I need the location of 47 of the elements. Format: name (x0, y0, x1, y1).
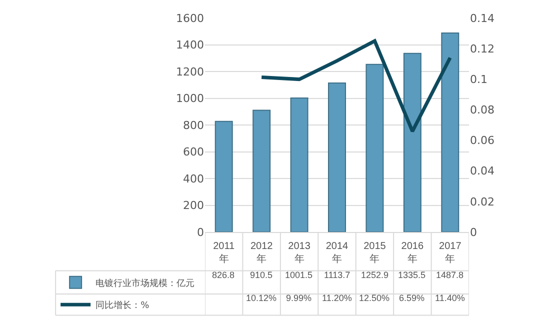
x-tick-label: 2011年 (213, 241, 236, 265)
y-tick-label: 1400 (176, 38, 204, 52)
data-label: 910.5 (250, 270, 273, 280)
bar (328, 82, 346, 232)
data-label: 9.99% (286, 293, 312, 303)
y2-tick-label: 0.06 (470, 134, 494, 148)
bar (290, 98, 308, 232)
y-tick-label: 800 (183, 118, 204, 132)
y2-tick-label: 0.1 (470, 72, 488, 86)
x-tick-label: 2013年 (288, 241, 311, 265)
y-tick-label: 200 (183, 199, 204, 212)
y-tick-label: 400 (183, 172, 204, 186)
bar (441, 32, 460, 232)
x-tick-label: 2012年 (250, 241, 274, 265)
data-label: 1335.5 (398, 270, 426, 280)
y-tick-label: 1200 (176, 65, 204, 78)
y-tick-label: 1600 (176, 12, 204, 25)
data-label: 12.50% (359, 293, 390, 303)
y2-tick-label: 0 (470, 226, 477, 239)
data-label: 1487.8 (436, 270, 464, 280)
data-label: 1001.5 (285, 270, 313, 280)
bar (252, 110, 271, 232)
bar (214, 120, 233, 232)
y-tick-label: 600 (183, 146, 204, 159)
y2-tick-label: 0.02 (470, 195, 494, 208)
data-label: 11.20% (322, 293, 352, 303)
bar (403, 52, 422, 232)
data-label: 1113.7 (324, 270, 350, 280)
y-tick-label: 1000 (176, 92, 204, 106)
data-label: 6.59% (399, 293, 425, 303)
data-label: 826.8 (212, 270, 235, 280)
y2-tick-label: 0.14 (470, 12, 494, 25)
legend-label: 同比增长：% (96, 300, 150, 312)
y-tick-label: 0 (197, 226, 204, 239)
y2-tick-label: 0.12 (470, 42, 494, 56)
data-label: 10.12% (246, 293, 277, 303)
x-tick-label: 2016年 (401, 241, 424, 265)
bar (366, 64, 384, 232)
y2-tick-label: 0.04 (470, 164, 494, 178)
x-tick-label: 2014年 (326, 241, 349, 265)
x-tick-label: 2017年 (439, 241, 462, 265)
data-label: 1252.9 (361, 270, 389, 280)
data-label: 11.40% (435, 293, 465, 303)
legend-label: 电镀行业市场规模：亿元 (96, 278, 195, 289)
x-tick-label: 2015年 (364, 241, 386, 265)
line-series (260, 39, 452, 134)
y2-tick-label: 0.08 (470, 104, 494, 117)
